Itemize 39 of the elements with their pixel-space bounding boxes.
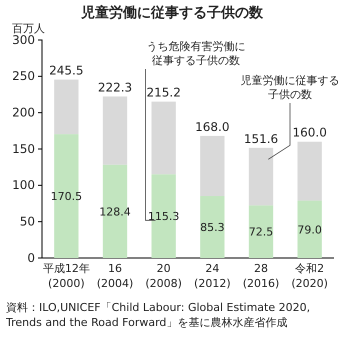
bar <box>200 196 224 258</box>
total-label: 215.2 <box>146 86 181 100</box>
x-tick-label: 24 (2012) <box>194 262 231 290</box>
bar <box>152 102 176 174</box>
y-tick-label: 250 <box>12 69 35 84</box>
total-label: 168.0 <box>195 120 230 134</box>
x-tick-label: 平成12年 (2000) <box>42 262 90 290</box>
x-tick-label: 令和2 (2020) <box>291 262 328 290</box>
y-tick-label: 200 <box>12 106 35 120</box>
bar <box>298 200 322 258</box>
y-tick-label: 300 <box>12 32 35 47</box>
data-label: 128.4 <box>99 205 131 218</box>
total-label: 222.3 <box>98 80 132 94</box>
data-label: 72.5 <box>248 226 274 239</box>
data-label: 79.0 <box>297 223 322 236</box>
bar <box>248 205 274 258</box>
bar <box>248 148 274 206</box>
bar <box>54 80 78 134</box>
data-label: 115.3 <box>148 210 180 224</box>
y-tick-label: 50 <box>20 214 35 229</box>
text: うち危険有害労働に従事する子供の数 <box>146 40 246 67</box>
x-tick-label: 16 (2004) <box>96 262 134 290</box>
text: 資料：ILO,UNICEF「Child Labour: Global Estimate 2020, Trends and the Road Forward」を基に農林水産省作成 <box>6 300 312 330</box>
y-tick-label: 100 <box>12 178 35 192</box>
bar <box>102 96 128 165</box>
bar <box>298 142 322 201</box>
total-label: 151.6 <box>244 132 278 146</box>
y-tick-label: 150 <box>12 142 35 156</box>
text: 児童労働に従事する子供の数 <box>240 74 340 101</box>
y-axis-title: 百万人 <box>12 22 45 35</box>
data-label: 85.3 <box>200 221 225 234</box>
total-label: 245.5 <box>49 64 84 78</box>
chart-title: 児童労働に従事する子供の数 <box>80 4 264 21</box>
total-label: 160.0 <box>292 126 327 140</box>
y-tick-label: 0 <box>27 250 35 265</box>
data-label: 170.5 <box>50 190 82 204</box>
x-tick-label: 20 (2008) <box>145 262 182 290</box>
x-tick-label: 28 (2016) <box>242 262 280 290</box>
bar <box>200 136 224 196</box>
